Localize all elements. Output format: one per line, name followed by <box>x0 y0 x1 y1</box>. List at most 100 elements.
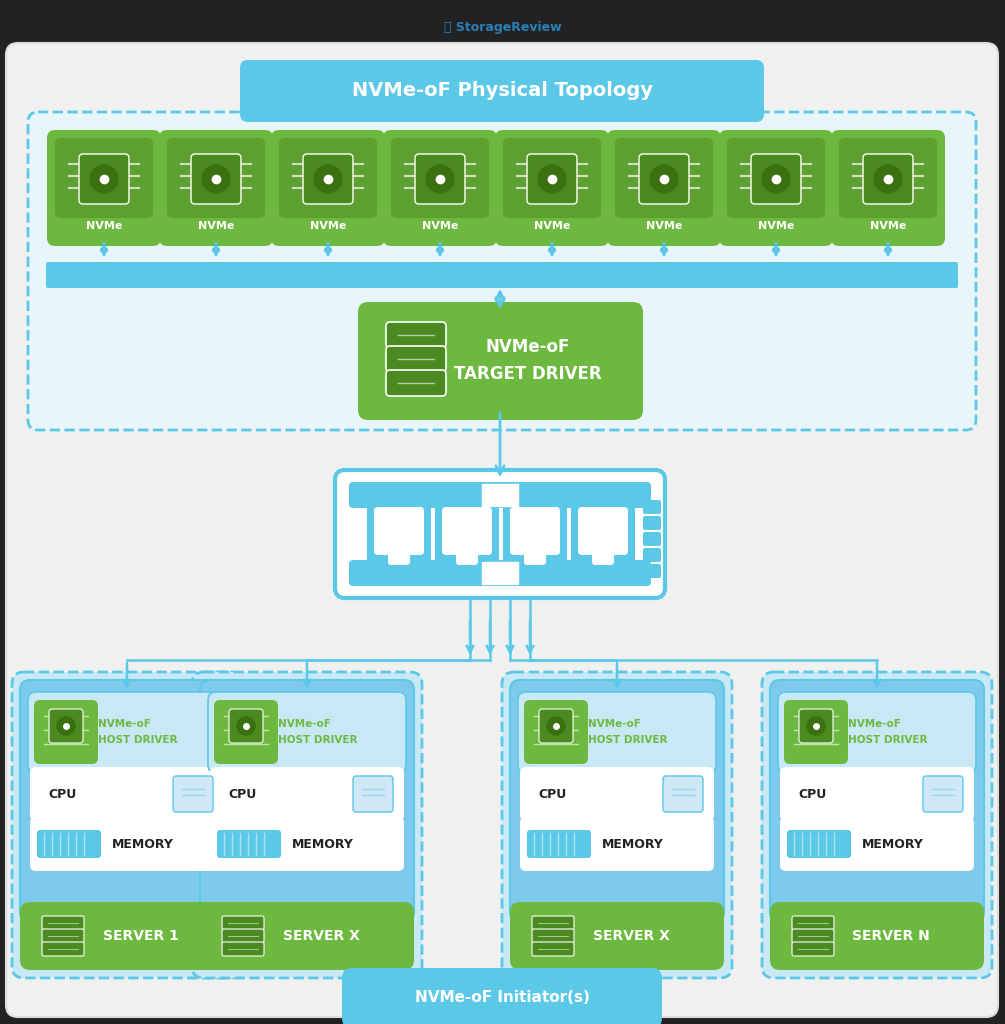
FancyBboxPatch shape <box>271 130 385 246</box>
FancyBboxPatch shape <box>502 672 732 978</box>
Circle shape <box>807 717 825 735</box>
FancyBboxPatch shape <box>42 942 84 956</box>
FancyBboxPatch shape <box>30 817 224 871</box>
FancyBboxPatch shape <box>727 138 825 218</box>
FancyBboxPatch shape <box>391 138 489 218</box>
Text: CPU: CPU <box>798 787 826 801</box>
FancyBboxPatch shape <box>520 817 714 871</box>
Text: NVMe: NVMe <box>422 221 458 231</box>
Text: MEMORY: MEMORY <box>862 838 924 851</box>
FancyBboxPatch shape <box>643 532 661 546</box>
FancyBboxPatch shape <box>663 776 704 812</box>
FancyBboxPatch shape <box>784 700 848 764</box>
Text: NVMe: NVMe <box>198 221 234 231</box>
FancyBboxPatch shape <box>770 680 984 922</box>
Text: NVMe-oF: NVMe-oF <box>485 338 570 356</box>
FancyBboxPatch shape <box>388 545 410 565</box>
FancyBboxPatch shape <box>532 942 574 956</box>
Text: NVMe: NVMe <box>534 221 570 231</box>
FancyBboxPatch shape <box>787 830 851 858</box>
FancyBboxPatch shape <box>192 672 422 978</box>
FancyBboxPatch shape <box>46 262 958 288</box>
FancyBboxPatch shape <box>770 902 984 970</box>
FancyBboxPatch shape <box>518 692 716 773</box>
FancyBboxPatch shape <box>217 830 281 858</box>
FancyBboxPatch shape <box>30 767 224 821</box>
Text: NVMe-oF Initiator(s): NVMe-oF Initiator(s) <box>414 990 590 1006</box>
FancyBboxPatch shape <box>42 916 84 930</box>
Circle shape <box>90 165 118 193</box>
Circle shape <box>237 717 255 735</box>
FancyBboxPatch shape <box>20 902 234 970</box>
FancyBboxPatch shape <box>643 500 661 514</box>
Circle shape <box>762 165 790 193</box>
FancyBboxPatch shape <box>520 767 714 821</box>
Circle shape <box>650 165 678 193</box>
FancyBboxPatch shape <box>839 138 937 218</box>
FancyBboxPatch shape <box>456 545 478 565</box>
FancyBboxPatch shape <box>415 154 465 204</box>
FancyBboxPatch shape <box>615 138 713 218</box>
FancyBboxPatch shape <box>780 767 974 821</box>
FancyBboxPatch shape <box>502 500 567 570</box>
FancyBboxPatch shape <box>200 902 414 970</box>
Text: NVMe-oF Physical Topology: NVMe-oF Physical Topology <box>352 82 652 100</box>
Text: NVMe: NVMe <box>310 221 346 231</box>
FancyBboxPatch shape <box>349 560 651 586</box>
FancyBboxPatch shape <box>358 302 643 420</box>
FancyBboxPatch shape <box>167 138 265 218</box>
FancyBboxPatch shape <box>524 545 546 565</box>
Text: CPU: CPU <box>538 787 566 801</box>
FancyBboxPatch shape <box>527 154 577 204</box>
Text: CPU: CPU <box>228 787 256 801</box>
FancyBboxPatch shape <box>200 680 414 922</box>
Text: SERVER X: SERVER X <box>282 929 360 943</box>
FancyBboxPatch shape <box>208 692 406 773</box>
Text: SERVER 1: SERVER 1 <box>104 929 179 943</box>
Text: NVMe-oF: NVMe-oF <box>278 719 331 729</box>
FancyBboxPatch shape <box>780 817 974 871</box>
FancyBboxPatch shape <box>532 929 574 943</box>
FancyBboxPatch shape <box>353 776 393 812</box>
Text: NVMe-oF: NVMe-oF <box>848 719 900 729</box>
FancyBboxPatch shape <box>240 60 764 122</box>
FancyBboxPatch shape <box>383 130 497 246</box>
Text: 🔵 StorageReview: 🔵 StorageReview <box>444 22 562 35</box>
FancyBboxPatch shape <box>28 692 226 773</box>
Circle shape <box>57 717 75 735</box>
FancyBboxPatch shape <box>173 776 213 812</box>
FancyBboxPatch shape <box>762 672 992 978</box>
FancyBboxPatch shape <box>639 154 689 204</box>
FancyBboxPatch shape <box>159 130 273 246</box>
FancyBboxPatch shape <box>37 830 100 858</box>
Text: CPU: CPU <box>48 787 76 801</box>
Circle shape <box>314 165 342 193</box>
FancyBboxPatch shape <box>34 700 98 764</box>
FancyBboxPatch shape <box>524 700 588 764</box>
Circle shape <box>426 165 454 193</box>
FancyBboxPatch shape <box>643 516 661 530</box>
Polygon shape <box>482 484 518 506</box>
FancyBboxPatch shape <box>539 709 573 743</box>
FancyBboxPatch shape <box>6 43 998 1017</box>
FancyBboxPatch shape <box>386 370 446 396</box>
FancyBboxPatch shape <box>279 138 377 218</box>
Circle shape <box>547 717 565 735</box>
FancyBboxPatch shape <box>643 548 661 562</box>
Circle shape <box>874 165 902 193</box>
Text: TARGET DRIVER: TARGET DRIVER <box>454 365 602 383</box>
FancyBboxPatch shape <box>335 470 665 598</box>
FancyBboxPatch shape <box>222 942 264 956</box>
FancyBboxPatch shape <box>792 916 834 930</box>
FancyBboxPatch shape <box>229 709 263 743</box>
Text: NVMe-oF: NVMe-oF <box>98 719 151 729</box>
FancyBboxPatch shape <box>20 680 234 922</box>
FancyBboxPatch shape <box>643 564 661 578</box>
FancyBboxPatch shape <box>342 968 662 1024</box>
FancyBboxPatch shape <box>778 692 976 773</box>
FancyBboxPatch shape <box>42 929 84 943</box>
FancyBboxPatch shape <box>607 130 721 246</box>
FancyBboxPatch shape <box>532 916 574 930</box>
Text: MEMORY: MEMORY <box>112 838 174 851</box>
FancyBboxPatch shape <box>374 507 424 555</box>
